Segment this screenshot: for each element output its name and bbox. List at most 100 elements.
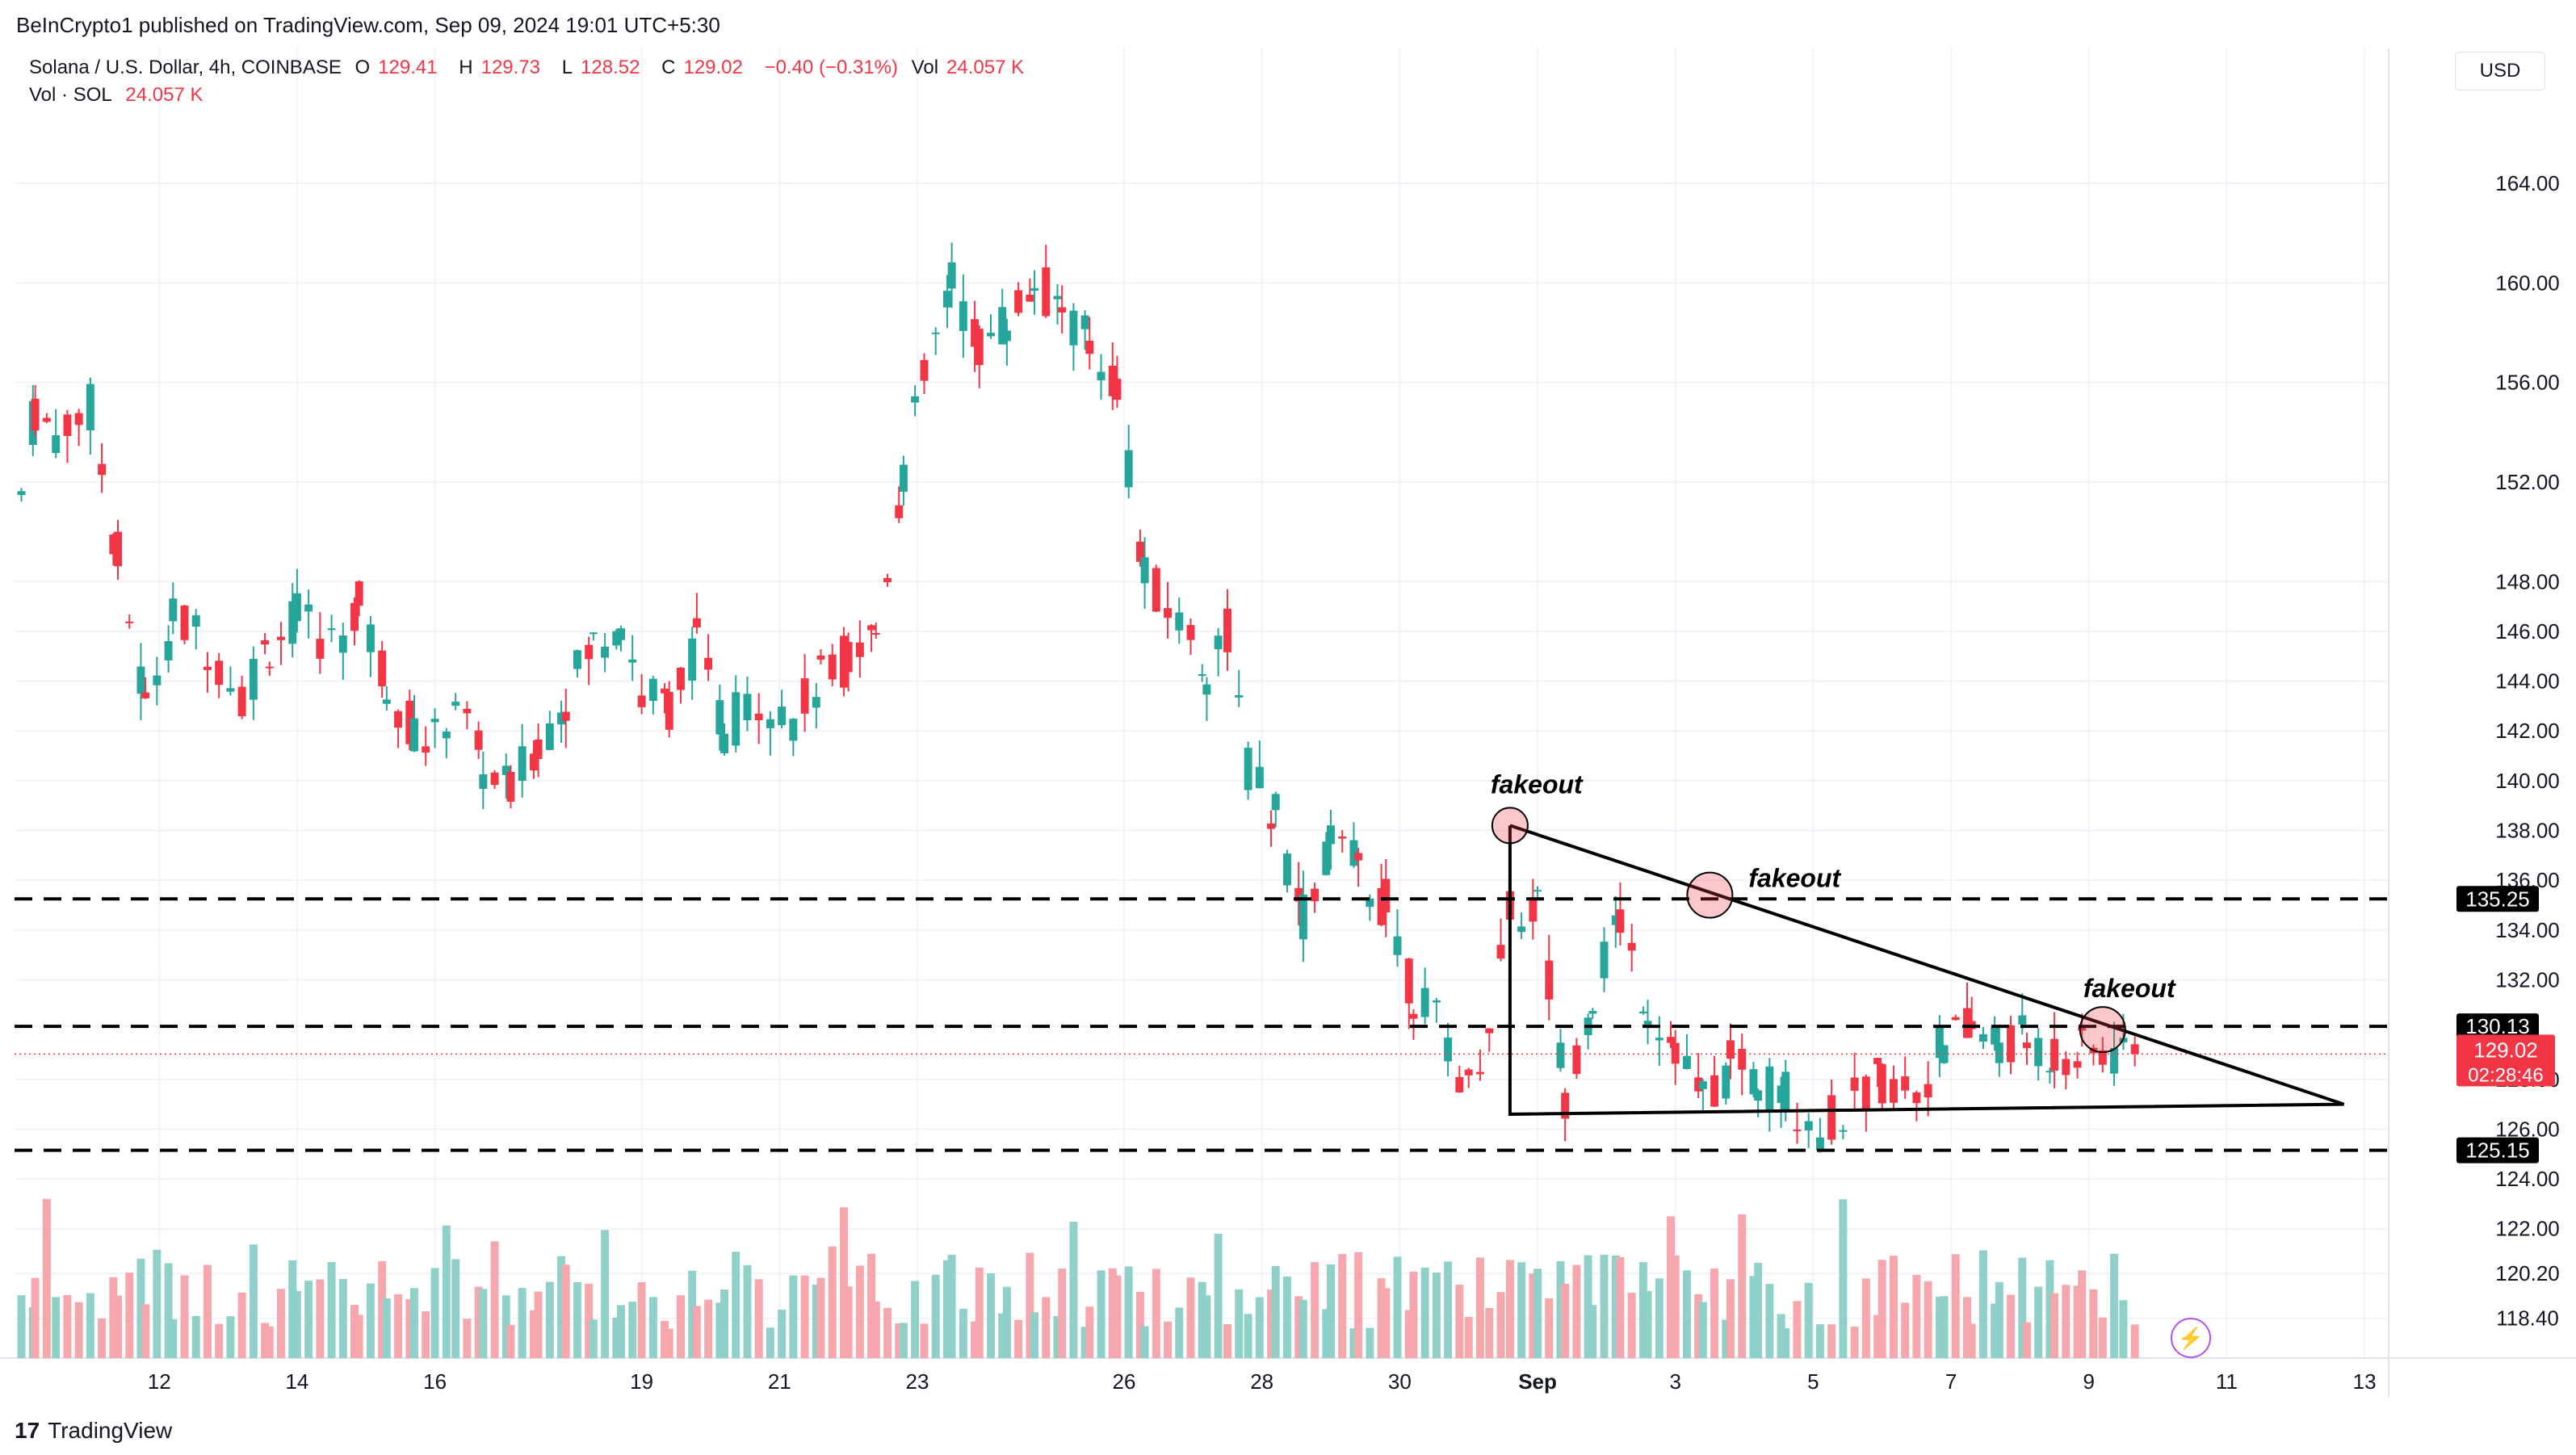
volume-bar (628, 1302, 637, 1358)
tradingview-logo-icon[interactable]: 17 (15, 1418, 40, 1443)
volume-bar (2050, 1293, 2059, 1358)
volume-bar (1967, 1323, 1976, 1358)
volume-bar (1667, 1216, 1676, 1358)
volume-bar (1505, 1260, 1514, 1358)
time-tick-label: 28 (1250, 1369, 1273, 1394)
candle-body (920, 359, 929, 381)
candle-body (463, 708, 472, 714)
candle-body (17, 491, 26, 496)
candle-body (237, 686, 246, 717)
volume-bar (261, 1323, 270, 1358)
volume-bar (1058, 1268, 1067, 1358)
candle-body (715, 700, 724, 735)
candle-body (661, 688, 669, 694)
volume-bar (692, 1306, 701, 1358)
publisher-line: BeInCrypto1 published on TradingView.com… (16, 13, 720, 37)
volume-bar (1671, 1255, 1680, 1358)
candle-body (1026, 294, 1034, 302)
candle-body (855, 642, 864, 657)
volume-bar (975, 1267, 984, 1358)
candle-body (1485, 1028, 1494, 1034)
lightning-icon[interactable]: ⚡ (2171, 1318, 2211, 1358)
candle-body (114, 531, 122, 567)
open-value: 129.41 (378, 57, 438, 78)
volume-bar (164, 1263, 173, 1358)
volume-bar (1694, 1294, 1703, 1358)
candle-body (1409, 1013, 1418, 1019)
change-value: −0.40 (−0.31%) (764, 57, 898, 78)
volume-bar (1097, 1270, 1105, 1358)
price-tick-label: 146.00 (2495, 619, 2560, 644)
candle-body (405, 700, 414, 744)
volume-bar (1455, 1285, 1464, 1358)
candle-body (1793, 1129, 1802, 1131)
candle-body (1198, 674, 1206, 677)
candle-body (971, 319, 980, 347)
candle-body (378, 650, 387, 686)
volume-bar (1561, 1283, 1570, 1358)
candle-body (931, 332, 940, 334)
volume-bar (2062, 1285, 2070, 1358)
footer-brand[interactable]: TradingView (48, 1418, 173, 1443)
candle-body (63, 414, 72, 436)
candle-body (203, 666, 212, 670)
candle-body (2050, 1038, 2059, 1071)
candle-body (561, 711, 570, 721)
volume-bar (288, 1260, 297, 1358)
candle-body (1244, 748, 1252, 790)
candle-body (1420, 987, 1429, 1017)
volume-bar (1135, 1291, 1144, 1358)
candle-body (1058, 307, 1067, 313)
candle-body (1777, 1085, 1785, 1103)
candle-body (1545, 960, 1554, 1000)
volume-bar (2073, 1285, 2082, 1358)
volume-bar (959, 1308, 967, 1358)
time-tick-label: 12 (148, 1369, 171, 1394)
volume-bar (1244, 1314, 1252, 1358)
price-tick-label: 126.00 (2495, 1117, 2560, 1141)
candle-body (1338, 836, 1347, 839)
candle-body (1377, 887, 1386, 925)
volume-bar (661, 1320, 669, 1358)
candle-body (226, 688, 235, 692)
volume-bar (378, 1260, 387, 1358)
volume-bar (585, 1283, 594, 1358)
volume-bar (1322, 1309, 1331, 1358)
volume-bar (153, 1249, 162, 1358)
current-price-box (2456, 1034, 2555, 1087)
candle-body (442, 732, 451, 739)
candle-body (1464, 1069, 1473, 1076)
volume-bar (86, 1293, 94, 1358)
volume-bar (867, 1253, 876, 1358)
candle-body (338, 635, 347, 653)
candle-body (947, 262, 956, 289)
volume-bar (1600, 1254, 1609, 1358)
volume-bar (1282, 1276, 1291, 1358)
volume-bar (1978, 1250, 1987, 1358)
candle-body (778, 707, 787, 726)
time-tick-label: 21 (768, 1369, 791, 1394)
volume-bar (1444, 1261, 1453, 1358)
volume-bar (180, 1275, 189, 1358)
volume-bar (704, 1299, 713, 1358)
currency-button[interactable]: USD (2455, 52, 2545, 90)
volume-bar (506, 1324, 515, 1358)
volume-bar (136, 1258, 145, 1358)
candle-body (292, 593, 301, 622)
level-label: 135.25 (2465, 887, 2530, 911)
symbol-label[interactable]: Solana / U.S. Dollar, 4h, COINBASE (29, 57, 342, 78)
volume-bar (2130, 1324, 2139, 1358)
volume-bar (601, 1230, 610, 1358)
volume-bar (327, 1262, 336, 1358)
price-tick-label: 134.00 (2495, 918, 2560, 942)
volume-bar (1327, 1264, 1335, 1358)
volume-bar (1026, 1252, 1034, 1358)
volume-bar (1042, 1297, 1051, 1358)
volume-series-label[interactable]: Vol · SOL (29, 84, 112, 106)
volume-bar (895, 1323, 904, 1358)
candle-body (31, 398, 40, 431)
volume-bar (1409, 1271, 1418, 1358)
volume-bar (612, 1317, 621, 1358)
candle-body (1726, 1040, 1735, 1059)
